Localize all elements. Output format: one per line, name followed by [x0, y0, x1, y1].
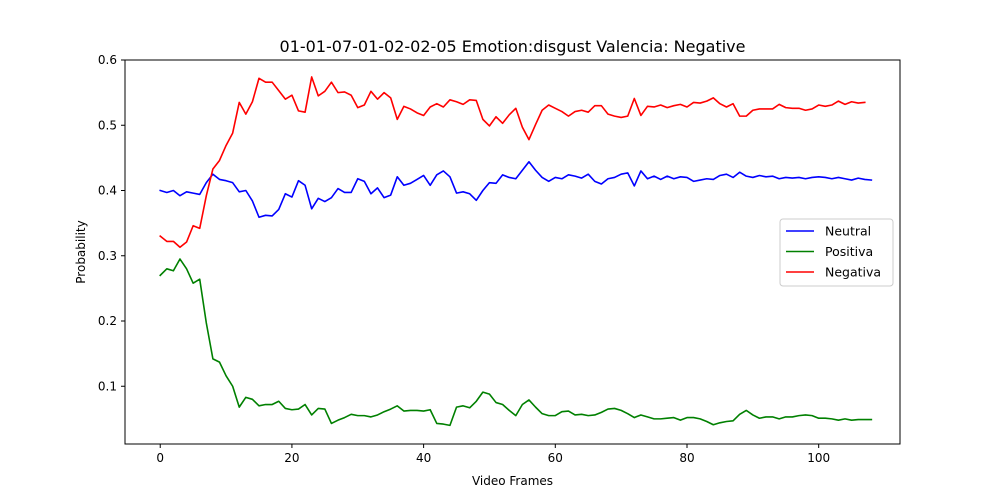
y-tick-label: 0.3: [98, 249, 117, 263]
series-layer: [159, 76, 873, 427]
x-tick-label: 60: [548, 451, 563, 465]
y-axis-label: Probability: [74, 220, 88, 283]
y-tick-label: 0.1: [98, 379, 117, 393]
x-axis-label: Video Frames: [472, 474, 553, 488]
y-axis-ticks: 0.1 0.2 0.3 0.4 0.5 0.6: [98, 53, 125, 393]
y-tick-label: 0.4: [98, 184, 117, 198]
legend-box: [779, 218, 894, 287]
legend: Neutral Positiva Negativa: [779, 218, 894, 287]
y-tick-label: 0.5: [98, 118, 117, 132]
chart-title: 01-01-07-01-02-02-05 Emotion:disgust Val…: [280, 37, 746, 56]
series-line-negativa: [159, 76, 866, 249]
legend-label-positiva: Positiva: [825, 244, 873, 259]
y-tick-label: 0.2: [98, 314, 117, 328]
y-tick-label: 0.6: [98, 53, 117, 67]
legend-label-neutral: Neutral: [825, 224, 871, 239]
plot-area: [125, 60, 900, 444]
x-tick-label: 80: [679, 451, 694, 465]
x-tick-label: 100: [807, 451, 830, 465]
x-tick-label: 40: [416, 451, 431, 465]
series-line-neutral: [159, 160, 873, 219]
x-tick-label: 20: [284, 451, 299, 465]
legend-label-negativa: Negativa: [825, 265, 881, 280]
x-tick-label: 0: [156, 451, 164, 465]
plot-frame: [124, 59, 901, 445]
x-axis-ticks: 0 20 40 60 80 100: [156, 444, 830, 465]
series-line-positiva: [159, 258, 873, 427]
